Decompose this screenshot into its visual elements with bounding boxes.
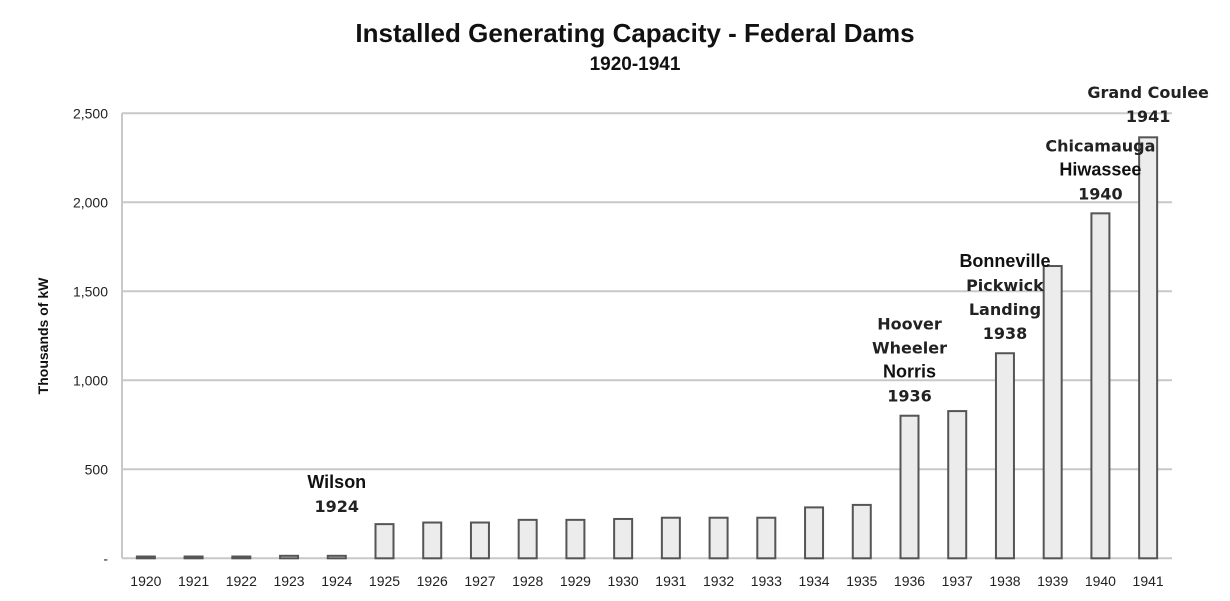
y-tick-label: 1,500 [73, 283, 108, 299]
x-tick-label: 1920 [130, 573, 161, 589]
chart-title: Installed Generating Capacity - Federal … [355, 18, 914, 48]
bar-1933 [756, 516, 777, 560]
bar-1924 [326, 554, 347, 560]
x-tick-label: 1931 [655, 573, 686, 589]
x-tick-label: 1934 [798, 573, 829, 589]
x-tick-label: 1930 [608, 573, 639, 589]
bar-1940 [1090, 212, 1111, 560]
chart-subtitle: 1920-1941 [590, 54, 681, 75]
x-tick-label: 1929 [560, 573, 591, 589]
x-tick-label: 1933 [751, 573, 782, 589]
x-tick-label: 1927 [464, 573, 495, 589]
bar-1927 [469, 521, 490, 560]
x-tick-label: 1940 [1085, 573, 1116, 589]
x-tick-label: 1921 [178, 573, 209, 589]
bar-1932 [708, 516, 729, 560]
x-tick-label: 1941 [1133, 573, 1164, 589]
x-tick-label: 1928 [512, 573, 543, 589]
bar-1938 [994, 352, 1015, 560]
annotation-label: Hoover [877, 315, 942, 334]
annotation-label: Norris [883, 362, 936, 382]
annotation-label: Wilson [307, 472, 366, 492]
bar-1939 [1042, 265, 1063, 560]
annotation-label: Bonneville [959, 251, 1050, 271]
annotation-label: Pickwick [966, 276, 1044, 295]
x-tick-label: 1936 [894, 573, 925, 589]
annotation-label: Chicamauga [1045, 136, 1155, 155]
x-tick-label: 1923 [273, 573, 304, 589]
x-tick-label: 1935 [846, 573, 877, 589]
x-tick-label: 1938 [989, 573, 1020, 589]
annotation-label: Landing [969, 300, 1041, 319]
annotation-label: 1924 [315, 497, 360, 516]
bar-1922 [231, 555, 252, 560]
annotation-label: 1940 [1078, 184, 1123, 203]
bar-1920 [135, 555, 156, 560]
annotation-label: Hiwassee [1059, 159, 1141, 179]
bar-1928 [517, 518, 538, 560]
annotation-label: 1936 [887, 387, 932, 406]
annotation-label: 1941 [1126, 107, 1171, 126]
bar-1934 [804, 506, 825, 560]
bar-1923 [279, 554, 300, 560]
annotation-label: Grand Coulee [1087, 83, 1209, 102]
y-tick-label: 2,000 [73, 194, 108, 210]
bar-1936 [899, 414, 920, 560]
bar-1941 [1138, 136, 1159, 560]
y-tick-label: 1,000 [73, 372, 108, 388]
bar-1937 [947, 410, 968, 560]
bar-1925 [374, 523, 395, 560]
bar-1930 [613, 517, 634, 560]
x-tick-label: 1937 [942, 573, 973, 589]
x-tick-label: 1925 [369, 573, 400, 589]
annotation-label: Wheeler [872, 339, 947, 358]
bar-1931 [660, 516, 681, 560]
bar-1929 [565, 518, 586, 560]
annotation-label: 1938 [983, 324, 1028, 343]
y-tick-label: - [103, 550, 108, 566]
bar-1926 [422, 521, 443, 560]
x-tick-label: 1932 [703, 573, 734, 589]
y-axis-label: Thousands of kW [35, 277, 51, 394]
x-tick-label: 1924 [321, 573, 352, 589]
bar-1921 [183, 555, 204, 560]
x-tick-label: 1922 [226, 573, 257, 589]
y-tick-label: 2,500 [73, 105, 108, 121]
x-tick-label: 1926 [417, 573, 448, 589]
x-tick-label: 1939 [1037, 573, 1068, 589]
y-tick-label: 500 [85, 461, 109, 477]
bar-1935 [851, 503, 872, 560]
